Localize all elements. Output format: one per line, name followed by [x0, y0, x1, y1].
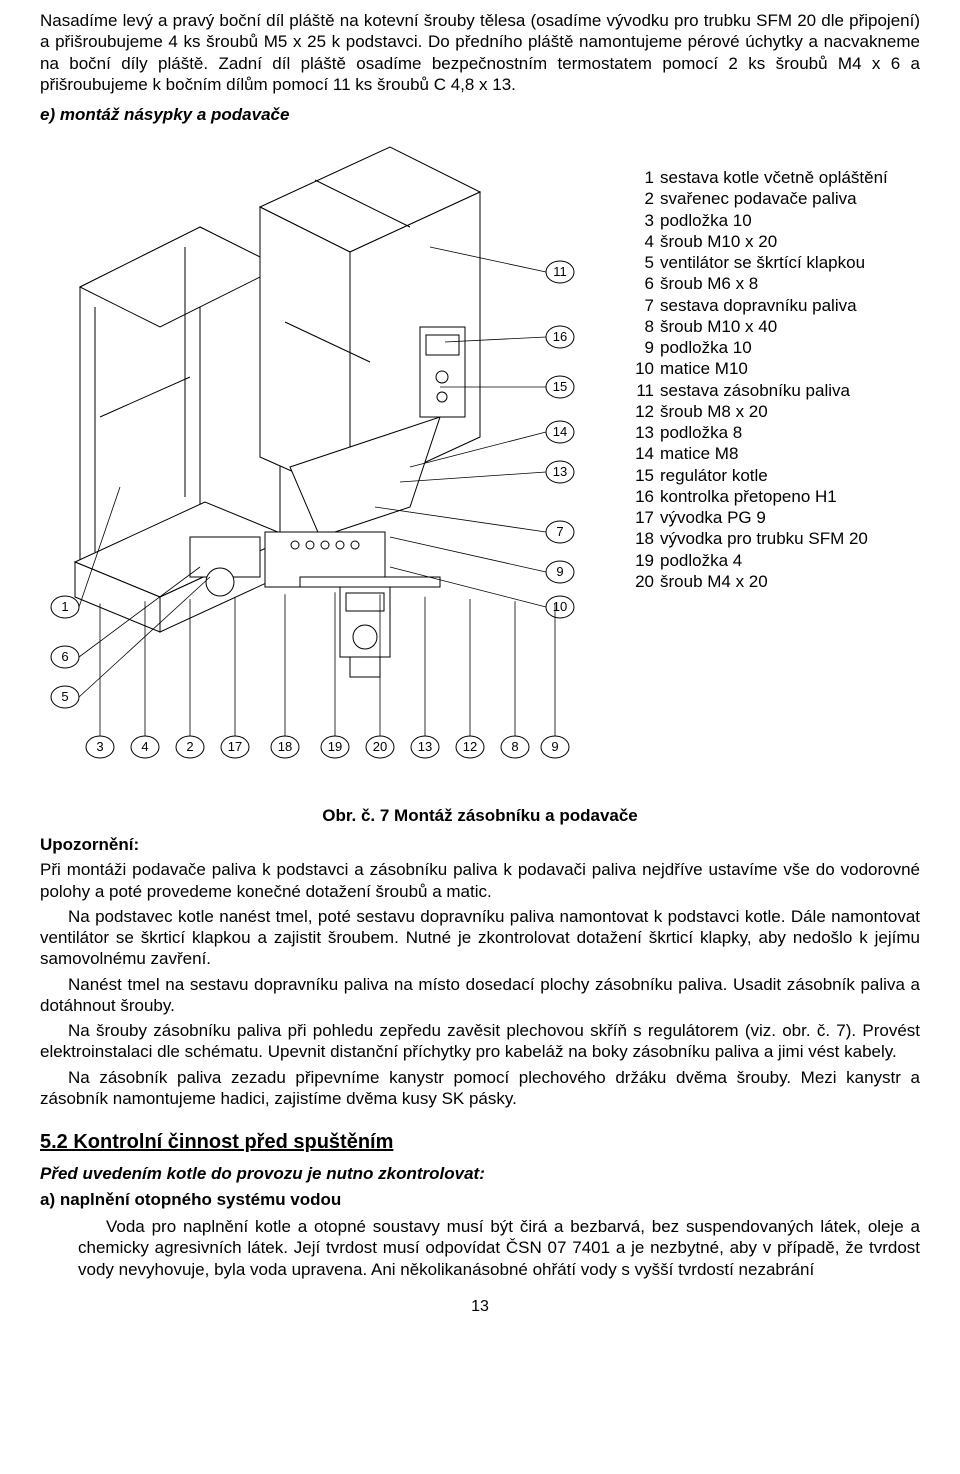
legend-num: 20	[628, 571, 660, 592]
svg-text:9: 9	[556, 564, 563, 579]
warning-p2: Na podstavec kotle nanést tmel, poté ses…	[40, 906, 920, 970]
legend-row: 12šroub M8 x 20	[628, 401, 888, 422]
legend-num: 10	[628, 358, 660, 379]
legend-row: 13podložka 8	[628, 422, 888, 443]
legend-num: 1	[628, 167, 660, 188]
legend-text: vývodka PG 9	[660, 507, 888, 528]
svg-text:11: 11	[553, 264, 567, 279]
legend-row: 14matice M8	[628, 443, 888, 464]
check-a-body: Voda pro naplnění kotle a otopné soustav…	[78, 1216, 920, 1280]
check-a: a) naplnění otopného systému vodou	[40, 1190, 920, 1210]
legend-row: 3podložka 10	[628, 210, 888, 231]
legend-text: šroub M10 x 20	[660, 231, 888, 252]
legend-text: podložka 10	[660, 210, 888, 231]
intro-paragraph: Nasadíme levý a pravý boční díl pláště n…	[40, 10, 920, 95]
legend-row: 9podložka 10	[628, 337, 888, 358]
legend-text: matice M10	[660, 358, 888, 379]
svg-text:5: 5	[61, 689, 68, 704]
figure-7-row: 1116151413791016534217181920131289 1sest…	[40, 137, 920, 792]
legend-text: regulátor kotle	[660, 465, 888, 486]
legend-text: sestava kotle včetně opláštění	[660, 167, 888, 188]
svg-text:20: 20	[373, 739, 387, 754]
svg-text:7: 7	[556, 524, 563, 539]
legend-text: kontrolka přetopeno H1	[660, 486, 888, 507]
legend-text: sestava zásobníku paliva	[660, 380, 888, 401]
legend-num: 12	[628, 401, 660, 422]
legend-num: 11	[628, 380, 660, 401]
svg-text:2: 2	[186, 739, 193, 754]
svg-text:3: 3	[96, 739, 103, 754]
legend-text: matice M8	[660, 443, 888, 464]
check-intro: Před uvedením kotle do provozu je nutno …	[40, 1164, 920, 1184]
legend-num: 8	[628, 316, 660, 337]
legend-num: 2	[628, 188, 660, 209]
figure-7-caption: Obr. č. 7 Montáž zásobníku a podavače	[40, 806, 920, 826]
svg-text:13: 13	[553, 464, 567, 479]
legend-row: 10matice M10	[628, 358, 888, 379]
section-e-heading: e) montáž násypky a podavače	[40, 105, 920, 125]
legend-text: šroub M8 x 20	[660, 401, 888, 422]
legend-text: šroub M6 x 8	[660, 273, 888, 294]
legend-row: 5ventilátor se škrtící klapkou	[628, 252, 888, 273]
legend-text: šroub M10 x 40	[660, 316, 888, 337]
svg-text:15: 15	[553, 379, 567, 394]
legend-num: 16	[628, 486, 660, 507]
svg-text:6: 6	[61, 649, 68, 664]
legend-num: 5	[628, 252, 660, 273]
svg-text:19: 19	[328, 739, 342, 754]
legend-num: 7	[628, 295, 660, 316]
legend-text: ventilátor se škrtící klapkou	[660, 252, 888, 273]
svg-text:18: 18	[278, 739, 292, 754]
legend-num: 3	[628, 210, 660, 231]
legend-text: svařenec podavače paliva	[660, 188, 888, 209]
legend-num: 6	[628, 273, 660, 294]
legend-row: 6šroub M6 x 8	[628, 273, 888, 294]
legend-text: podložka 4	[660, 550, 888, 571]
legend-row: 20šroub M4 x 20	[628, 571, 888, 592]
svg-text:17: 17	[228, 739, 242, 754]
svg-text:16: 16	[553, 329, 567, 344]
legend-row: 17vývodka PG 9	[628, 507, 888, 528]
legend-row: 4šroub M10 x 20	[628, 231, 888, 252]
svg-text:14: 14	[553, 424, 567, 439]
svg-text:8: 8	[511, 739, 518, 754]
legend-num: 18	[628, 528, 660, 549]
legend-row: 18vývodka pro trubku SFM 20	[628, 528, 888, 549]
legend-text: sestava dopravníku paliva	[660, 295, 888, 316]
legend-num: 13	[628, 422, 660, 443]
legend-row: 16kontrolka přetopeno H1	[628, 486, 888, 507]
legend-num: 4	[628, 231, 660, 252]
legend-text: podložka 8	[660, 422, 888, 443]
legend-row: 15regulátor kotle	[628, 465, 888, 486]
svg-text:4: 4	[141, 739, 148, 754]
page-number: 13	[40, 1298, 920, 1316]
legend-num: 9	[628, 337, 660, 358]
figure-7-drawing: 1116151413791016534217181920131289	[40, 137, 620, 792]
figure-7-legend: 1sestava kotle včetně opláštění2svařenec…	[620, 137, 888, 592]
legend-row: 2svařenec podavače paliva	[628, 188, 888, 209]
warning-p4: Na šrouby zásobníku paliva při pohledu z…	[40, 1020, 920, 1063]
svg-text:13: 13	[418, 739, 432, 754]
section-5-2-heading: 5.2 Kontrolní činnost před spuštěním	[40, 1131, 920, 1154]
legend-num: 15	[628, 465, 660, 486]
legend-num: 14	[628, 443, 660, 464]
warning-heading: Upozornění:	[40, 835, 139, 854]
legend-text: šroub M4 x 20	[660, 571, 888, 592]
warning-p3: Nanést tmel na sestavu dopravníku paliva…	[40, 974, 920, 1017]
svg-text:9: 9	[551, 739, 558, 754]
legend-text: vývodka pro trubku SFM 20	[660, 528, 888, 549]
legend-row: 11sestava zásobníku paliva	[628, 380, 888, 401]
legend-num: 17	[628, 507, 660, 528]
warning-p1: Při montáži podavače paliva k podstavci …	[40, 859, 920, 902]
warning-p5: Na zásobník paliva zezadu připevníme kan…	[40, 1067, 920, 1110]
svg-text:1: 1	[61, 599, 68, 614]
legend-row: 8šroub M10 x 40	[628, 316, 888, 337]
legend-row: 19podložka 4	[628, 550, 888, 571]
legend-text: podložka 10	[660, 337, 888, 358]
document-page: Nasadíme levý a pravý boční díl pláště n…	[0, 0, 960, 1336]
legend-row: 1sestava kotle včetně opláštění	[628, 167, 888, 188]
svg-text:12: 12	[463, 739, 477, 754]
legend-num: 19	[628, 550, 660, 571]
legend-row: 7sestava dopravníku paliva	[628, 295, 888, 316]
